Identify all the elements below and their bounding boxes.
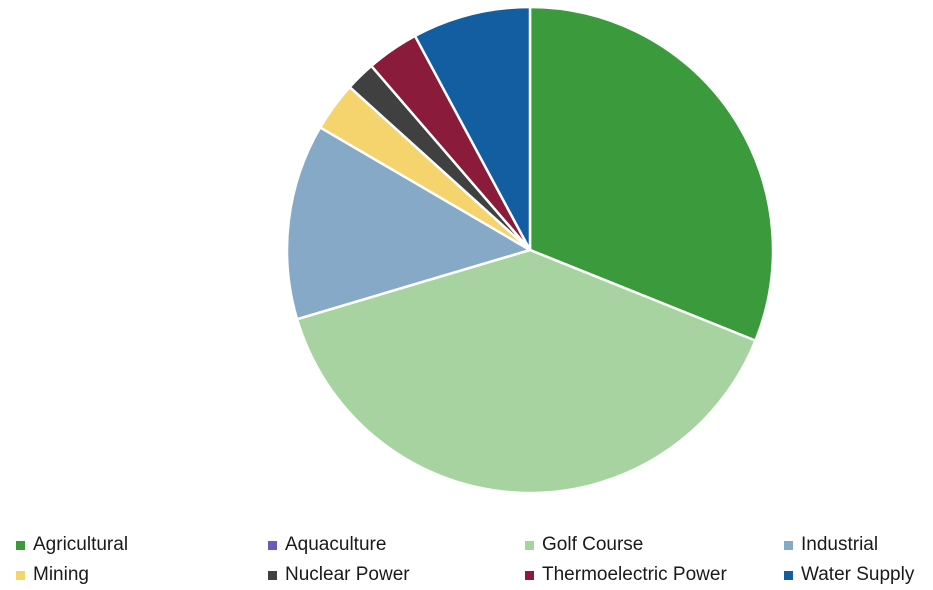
legend-label: Agricultural [33,534,129,555]
legend-swatch [525,570,534,580]
legend: Agricultural Aquaculture Golf Course Ind… [0,528,933,588]
legend-label: Aquaculture [285,534,387,555]
legend-swatch [784,540,793,550]
legend-swatch [525,540,534,550]
legend-item-water-supply: Water Supply [784,560,914,590]
pie-slice-industrial [285,126,532,321]
legend-swatch [784,570,793,580]
legend-item-industrial: Industrial [784,530,878,560]
legend-label: Thermoelectric Power [542,564,727,585]
legend-swatch [16,570,25,580]
pie-slice-agricultural [528,5,775,342]
legend-item-agricultural: Agricultural [16,530,128,560]
pie-slice-water-supply [413,5,532,252]
legend-item-mining: Mining [16,560,89,590]
legend-item-nuclear-power: Nuclear Power [268,560,410,590]
legend-label: Industrial [801,534,879,555]
legend-item-golf-course: Golf Course [525,530,643,560]
pie-chart [285,5,775,495]
pie-slice-golf-course [295,248,757,495]
legend-label: Golf Course [542,534,644,555]
legend-swatch [268,540,277,550]
legend-item-aquaculture: Aquaculture [268,530,386,560]
legend-label: Nuclear Power [285,564,410,585]
legend-item-thermoelectric-power: Thermoelectric Power [525,560,727,590]
legend-label: Mining [33,564,89,585]
legend-label: Water Supply [801,564,915,585]
legend-swatch [268,570,277,580]
legend-swatch [16,540,25,550]
